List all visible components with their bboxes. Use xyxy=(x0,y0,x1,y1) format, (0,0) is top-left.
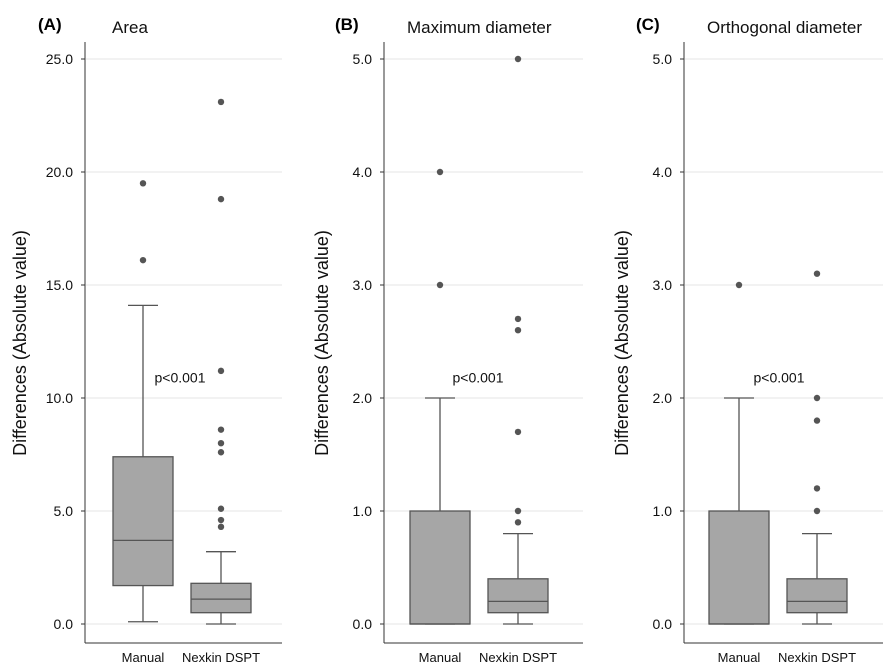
y-tick-label: 5.0 xyxy=(353,51,373,67)
y-tick-label: 2.0 xyxy=(653,390,673,406)
outlier-point xyxy=(217,523,225,531)
panel-title: Maximum diameter xyxy=(407,18,552,37)
outlier-point xyxy=(217,440,225,447)
y-tick-label: 15.0 xyxy=(46,277,73,293)
outlier-point xyxy=(217,98,225,106)
iqr-box xyxy=(708,510,770,625)
outlier-point xyxy=(217,505,225,512)
panel-title: Orthogonal diameter xyxy=(707,18,862,37)
outlier-point xyxy=(735,281,743,289)
y-tick-label: 5.0 xyxy=(653,51,673,67)
y-tick-label: 0.0 xyxy=(353,616,373,632)
iqr-box xyxy=(786,578,848,614)
x-category-label: Nexkin DSPT xyxy=(479,650,557,665)
x-category-label: Manual xyxy=(718,650,761,665)
iqr-box xyxy=(487,578,549,614)
outlier-point xyxy=(813,485,821,492)
outlier-point xyxy=(217,195,225,203)
x-category-label: Manual xyxy=(419,650,462,665)
y-tick-label: 25.0 xyxy=(46,51,73,67)
y-axis-label: Differences (Absolute value) xyxy=(10,230,30,456)
panel-label: (C) xyxy=(636,15,660,34)
y-tick-label: 0.0 xyxy=(54,616,74,632)
y-axis-label: Differences (Absolute value) xyxy=(612,230,632,456)
outlier-point xyxy=(813,507,821,515)
y-tick-label: 3.0 xyxy=(353,277,373,293)
panel-label: (B) xyxy=(335,15,359,34)
panel-title: Area xyxy=(112,18,148,37)
y-tick-label: 10.0 xyxy=(46,390,73,406)
outlier-point xyxy=(217,426,225,433)
outlier-point xyxy=(514,55,522,63)
outlier-point xyxy=(813,270,821,277)
y-tick-label: 3.0 xyxy=(653,277,673,293)
p-value-annotation: p<0.001 xyxy=(754,370,805,386)
p-value-annotation: p<0.001 xyxy=(155,370,206,386)
y-tick-label: 1.0 xyxy=(353,503,373,519)
y-tick-label: 0.0 xyxy=(653,616,673,632)
outlier-point xyxy=(139,180,147,187)
outlier-point xyxy=(436,281,444,289)
outlier-point xyxy=(514,428,522,436)
outlier-point xyxy=(139,256,147,264)
iqr-box xyxy=(409,510,471,625)
y-tick-label: 5.0 xyxy=(54,503,74,519)
outlier-point xyxy=(514,327,522,334)
y-tick-label: 1.0 xyxy=(653,503,673,519)
iqr-box xyxy=(112,456,174,587)
x-category-label: Nexkin DSPT xyxy=(778,650,856,665)
outlier-point xyxy=(436,168,444,176)
iqr-box xyxy=(190,582,252,614)
outlier-point xyxy=(813,394,821,402)
outlier-point xyxy=(217,367,225,375)
y-axis-label: Differences (Absolute value) xyxy=(312,230,332,456)
p-value-annotation: p<0.001 xyxy=(453,370,504,386)
panel-label: (A) xyxy=(38,15,62,34)
x-category-label: Nexkin DSPT xyxy=(182,650,260,665)
outlier-point xyxy=(514,519,522,526)
y-tick-label: 2.0 xyxy=(353,390,373,406)
outlier-point xyxy=(217,516,225,524)
outlier-point xyxy=(217,449,225,456)
y-tick-label: 4.0 xyxy=(353,164,373,180)
x-category-label: Manual xyxy=(122,650,165,665)
outlier-point xyxy=(514,315,522,323)
outlier-point xyxy=(514,507,522,515)
outlier-point xyxy=(813,417,821,424)
y-tick-label: 20.0 xyxy=(46,164,73,180)
y-tick-label: 4.0 xyxy=(653,164,673,180)
